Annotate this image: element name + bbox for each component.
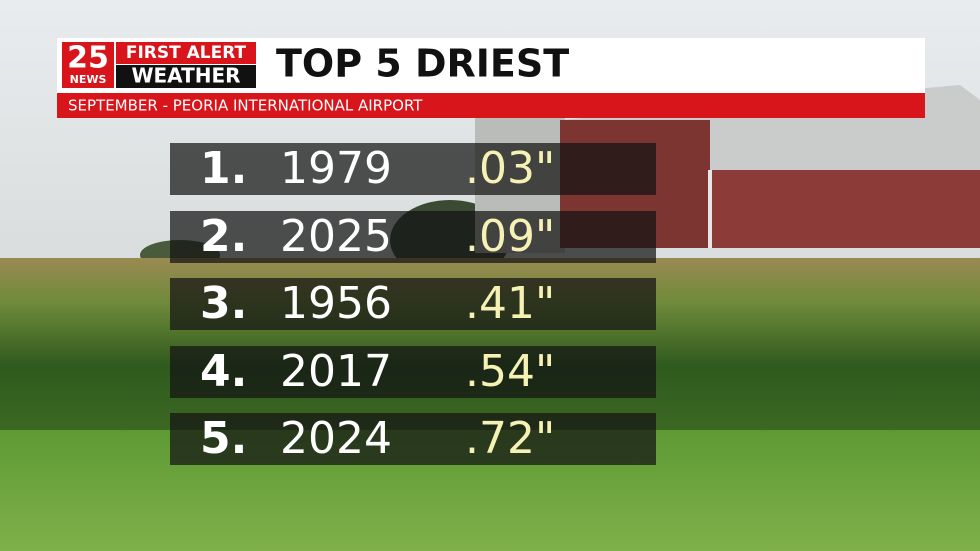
logo-line2: WEATHER (131, 64, 240, 88)
cell-rank: 5. (200, 413, 247, 464)
title: TOP 5 DRIEST (276, 42, 569, 86)
table-row (170, 278, 656, 330)
cell-amount: .03" (465, 143, 555, 194)
table-row (170, 211, 656, 263)
table-row (170, 413, 656, 465)
cell-rank: 4. (200, 346, 247, 397)
cell-amount: .09" (465, 211, 555, 262)
cell-year: 1979 (280, 143, 392, 194)
cell-year: 2024 (280, 413, 392, 464)
cell-amount: .41" (465, 278, 555, 329)
cell-year: 1956 (280, 278, 392, 329)
cell-amount: .54" (465, 346, 555, 397)
table-row (170, 346, 656, 398)
cell-year: 2017 (280, 346, 392, 397)
cell-rank: 1. (200, 143, 247, 194)
header: 25 NEWS FIRST ALERT WEATHER TOP 5 DRIEST… (57, 38, 925, 118)
cell-year: 2025 (280, 211, 392, 262)
logo-number: 25 (67, 41, 109, 76)
cell-rank: 2. (200, 211, 247, 262)
table: 1. 1979 .03" 2. 2025 .09" 3. 1956 .41" 4. 2017 .54"… (170, 143, 656, 465)
subtitle: SEPTEMBER - PEORIA INTERNATIONAL AIRPORT (68, 97, 423, 115)
logo-line1: FIRST ALERT (126, 43, 247, 63)
table-row (170, 143, 656, 195)
cell-rank: 3. (200, 278, 247, 329)
cell-amount: .72" (465, 413, 555, 464)
logo-network: NEWS (70, 73, 107, 86)
